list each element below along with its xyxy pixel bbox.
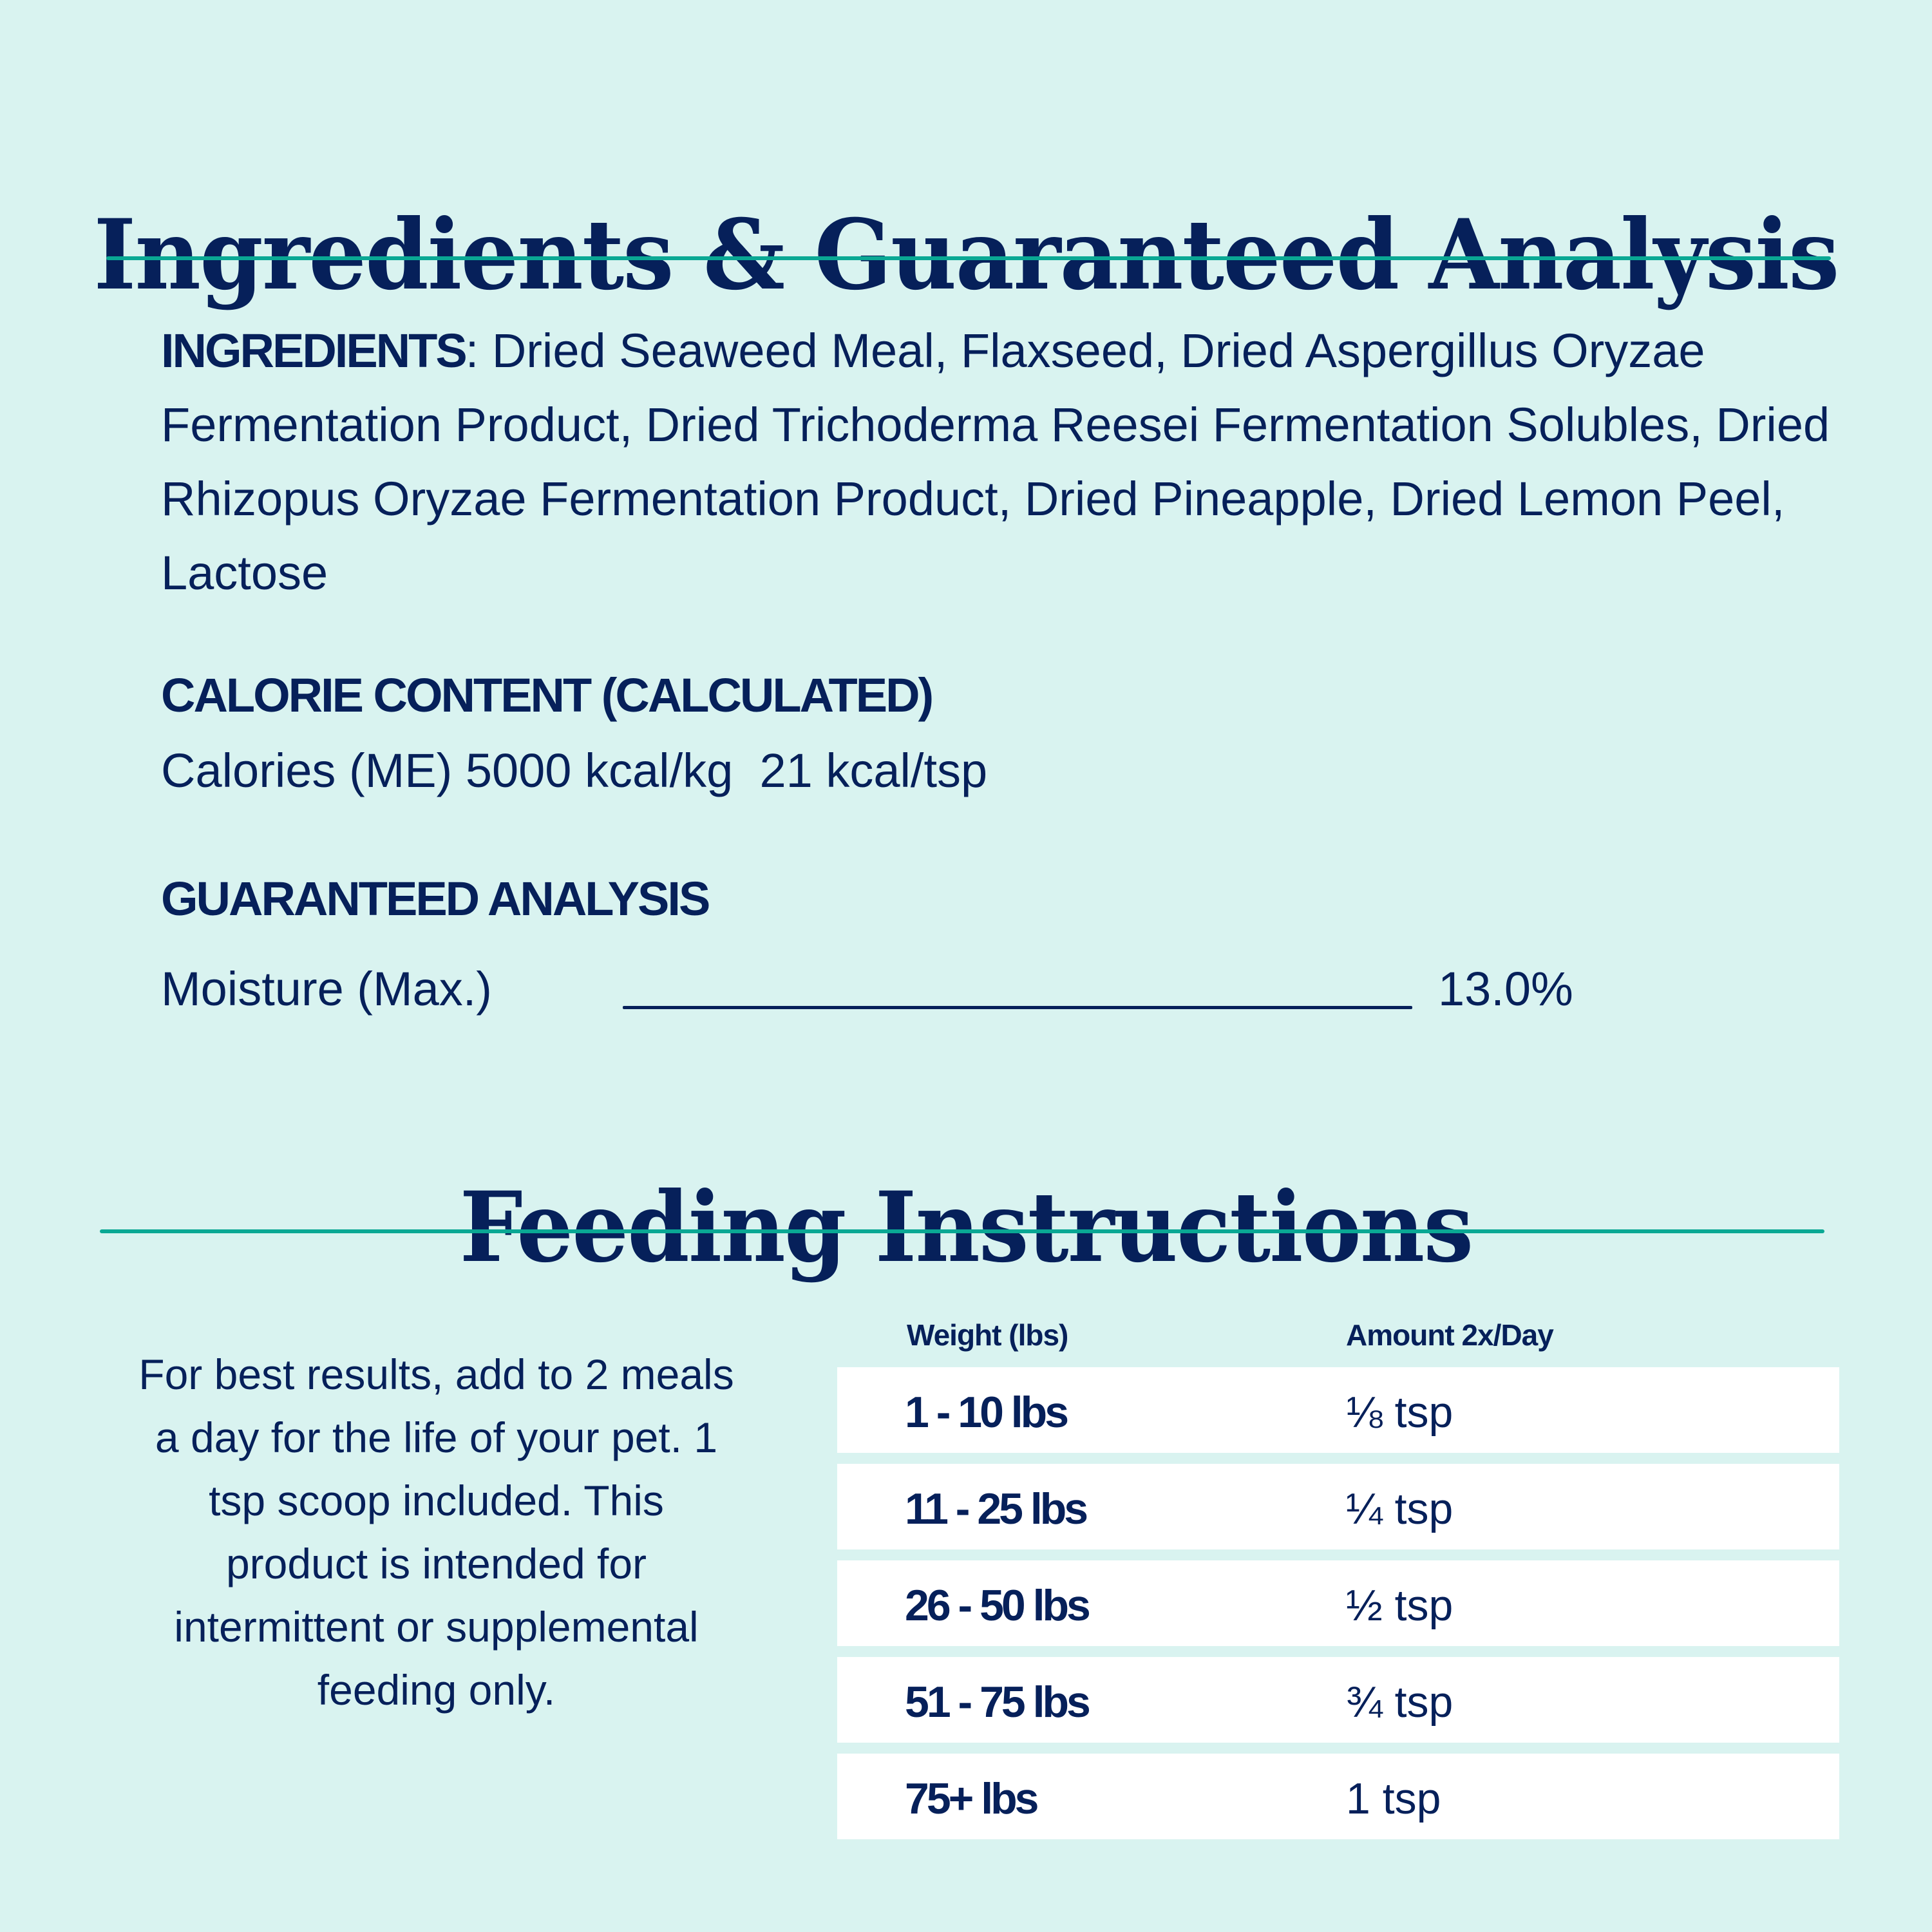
table-row: 11 - 25 lbs ¼ tsp xyxy=(837,1464,1839,1549)
weight-cell: 1 - 10 lbs xyxy=(905,1388,1069,1437)
table-row: 1 - 10 lbs ⅛ tsp xyxy=(837,1367,1839,1453)
column-header-weight: Weight (lbs) xyxy=(907,1318,1068,1352)
weight-cell: 75+ lbs xyxy=(905,1774,1039,1823)
table-row: 75+ lbs 1 tsp xyxy=(837,1754,1839,1839)
column-header-amount: Amount 2x/Day xyxy=(1346,1318,1554,1352)
table-header: Weight (lbs) Amount 2x/Day xyxy=(837,1304,1839,1367)
amount-cell: ⅛ tsp xyxy=(1346,1388,1454,1437)
ingredients-list: Dried Seaweed Meal, Flaxseed, Dried Aspe… xyxy=(161,324,1830,600)
section-divider xyxy=(100,1229,1824,1233)
leader-line xyxy=(623,1006,1412,1009)
calorie-content-heading: CALORIE CONTENT (CALCULATED) xyxy=(161,668,934,722)
weight-cell: 51 - 75 lbs xyxy=(905,1678,1091,1727)
ingredients-separator: : xyxy=(465,324,492,377)
amount-cell: ½ tsp xyxy=(1346,1581,1454,1630)
feeding-note: For best results, add to 2 meals a day f… xyxy=(138,1350,734,1714)
ingredients-label: INGREDIENTS xyxy=(161,324,468,377)
ingredients-paragraph: INGREDIENTS: Dried Seaweed Meal, Flaxsee… xyxy=(161,314,1848,610)
amount-cell: ¼ tsp xyxy=(1346,1484,1454,1533)
page-title-feeding: Feeding Instructions xyxy=(459,1170,1473,1284)
table-row: 26 - 50 lbs ½ tsp xyxy=(837,1560,1839,1646)
table-row: 51 - 75 lbs ¾ tsp xyxy=(837,1657,1839,1743)
page-title-ingredients: Ingredients & Guaranteed Analysis xyxy=(93,198,1839,312)
amount-cell: ¾ tsp xyxy=(1346,1678,1454,1727)
section-divider xyxy=(106,256,1831,260)
guaranteed-analysis-heading: GUARANTEED ANALYSIS xyxy=(161,872,710,925)
feeding-table: Weight (lbs) Amount 2x/Day 1 - 10 lbs ⅛ … xyxy=(837,1304,1839,1850)
analysis-value-moisture: 13.0% xyxy=(1438,962,1573,1016)
weight-cell: 11 - 25 lbs xyxy=(905,1484,1088,1533)
weight-cell: 26 - 50 lbs xyxy=(905,1581,1091,1630)
amount-cell: 1 tsp xyxy=(1346,1774,1441,1823)
analysis-label-moisture: Moisture (Max.) xyxy=(161,962,492,1016)
calorie-values: Calories (ME) 5000 kcal/kg 21 kcal/tsp xyxy=(161,744,988,797)
